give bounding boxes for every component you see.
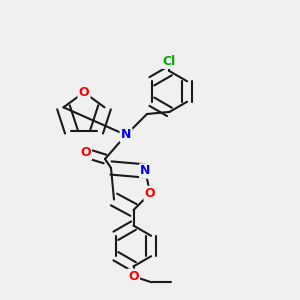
Text: O: O: [145, 187, 155, 200]
Text: N: N: [121, 128, 131, 142]
Text: O: O: [80, 146, 91, 160]
Text: N: N: [140, 164, 151, 178]
Text: O: O: [128, 270, 139, 283]
Text: Cl: Cl: [163, 55, 176, 68]
Text: O: O: [79, 86, 89, 99]
